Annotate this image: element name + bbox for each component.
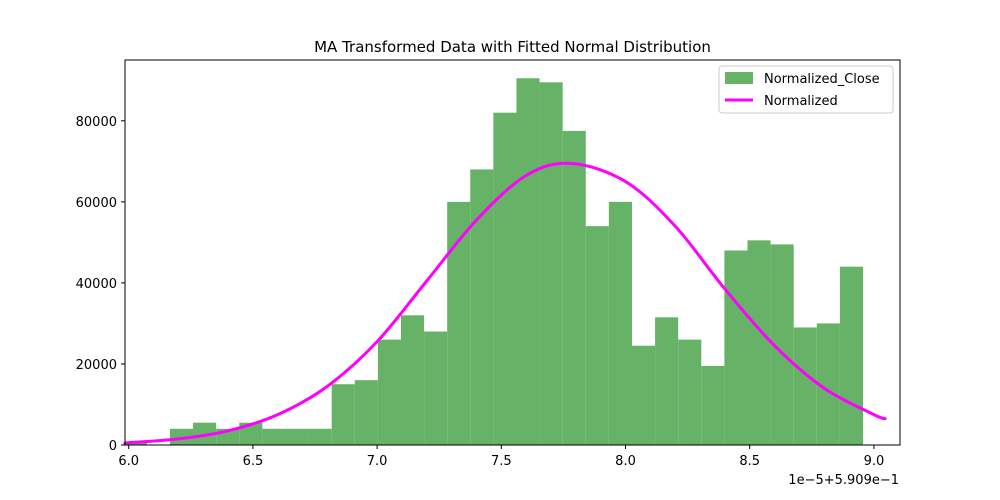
- y-tick-label: 20000: [76, 358, 117, 373]
- x-axis-offset-label: 1e−5+5.909e−1: [788, 473, 899, 488]
- legend: Normalized_Close Normalized: [718, 65, 894, 114]
- histogram-bar-18: [539, 82, 563, 445]
- legend-histogram-swatch: [725, 72, 753, 84]
- histogram-bars: [123, 78, 863, 446]
- histogram-bar-11: [377, 339, 401, 445]
- fitted-curve-layer: [123, 161, 887, 445]
- histogram-bar-27: [747, 240, 771, 445]
- x-tick-label: 6.0: [118, 454, 139, 469]
- y-tick-label: 0: [109, 439, 117, 454]
- y-tick-label: 40000: [76, 277, 117, 292]
- y-tick-label: 60000: [76, 196, 117, 211]
- x-tick-label: 6.5: [243, 454, 264, 469]
- x-axis-ticks: 6.0 6.5 7.0 7.5 8.0 8.5 9.0: [118, 445, 884, 469]
- histogram-bar-5: [239, 422, 263, 445]
- x-tick-label: 8.0: [615, 454, 636, 469]
- histogram-bar-28: [770, 244, 794, 445]
- histogram-bar-19: [562, 130, 586, 445]
- x-tick-label: 9.0: [864, 454, 885, 469]
- histogram-bar-14: [447, 201, 471, 445]
- legend-curve-label: Normalized: [764, 94, 838, 109]
- histogram-bar-24: [678, 339, 702, 445]
- histogram-bar-30: [816, 323, 840, 445]
- histogram-bar-25: [701, 365, 725, 445]
- histogram-bar-22: [631, 345, 656, 445]
- histogram-bar-20: [585, 226, 609, 445]
- histogram-bar-17: [516, 78, 540, 445]
- histogram-bar-6: [262, 428, 286, 445]
- histogram-bar-21: [608, 201, 632, 445]
- histogram-bar-26: [724, 250, 748, 445]
- histogram-bar-9: [331, 384, 355, 445]
- x-tick-label: 7.0: [367, 454, 388, 469]
- histogram-bar-12: [400, 315, 425, 445]
- plot-frame: [124, 59, 901, 446]
- histogram-bar-10: [354, 380, 378, 445]
- histogram-bar-8: [308, 428, 332, 445]
- chart-title: MA Transformed Data with Fitted Normal D…: [314, 38, 711, 56]
- histogram-bar-29: [793, 327, 817, 445]
- histogram-bar-15: [470, 169, 494, 445]
- legend-box: [718, 65, 894, 114]
- legend-histogram-label: Normalized_Close: [764, 72, 880, 87]
- histogram-bar-2: [169, 428, 194, 445]
- y-tick-label: 80000: [76, 115, 117, 130]
- histogram-bar-31: [839, 266, 863, 445]
- histogram-bar-7: [285, 428, 309, 445]
- histogram-bar-23: [655, 317, 679, 445]
- fitted-normal-curve: [123, 161, 887, 445]
- x-tick-label: 7.5: [491, 454, 512, 469]
- histogram-bar-13: [424, 331, 448, 445]
- histogram-bar-16: [493, 112, 517, 446]
- y-axis-ticks: 0 20000 40000 60000 80000: [76, 115, 125, 454]
- x-tick-label: 8.5: [739, 454, 760, 469]
